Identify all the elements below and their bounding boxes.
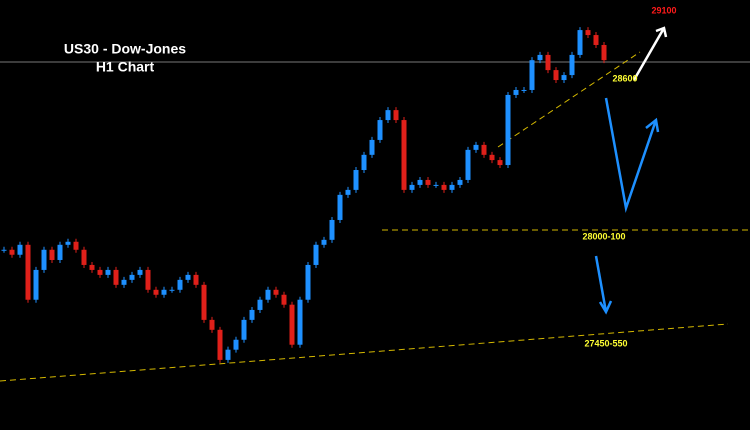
candle xyxy=(281,294,287,305)
candle xyxy=(433,184,439,186)
candle xyxy=(201,284,207,320)
candle xyxy=(105,269,111,275)
candle xyxy=(409,184,415,190)
candle xyxy=(569,54,575,76)
candle xyxy=(289,304,295,345)
candle xyxy=(561,75,567,81)
candle xyxy=(129,274,135,280)
candle xyxy=(577,30,583,55)
candle xyxy=(505,94,511,166)
annotation: 28600 xyxy=(612,73,637,83)
candle xyxy=(65,241,71,245)
candle xyxy=(585,30,591,36)
candle xyxy=(225,349,231,360)
candle xyxy=(9,249,15,255)
candle xyxy=(161,289,167,295)
candle xyxy=(25,244,31,300)
candle xyxy=(601,44,607,61)
candle xyxy=(137,269,143,275)
candle xyxy=(1,249,7,251)
chart-title: US30 - Dow-Jones xyxy=(64,41,186,57)
candle xyxy=(169,289,175,291)
candle xyxy=(369,139,375,155)
candle xyxy=(17,244,23,255)
candle xyxy=(177,279,183,290)
candle xyxy=(401,120,407,190)
candle xyxy=(89,264,95,270)
candle xyxy=(233,339,239,350)
candle xyxy=(481,144,487,155)
candle xyxy=(537,54,543,61)
annotation: 27450-550 xyxy=(584,338,627,348)
candle xyxy=(385,110,391,121)
candle xyxy=(337,194,343,220)
candle xyxy=(153,289,159,295)
chart-subtitle: H1 Chart xyxy=(96,59,155,75)
candle xyxy=(209,319,215,330)
candle xyxy=(249,309,255,320)
candle xyxy=(473,144,479,150)
candle xyxy=(513,89,519,95)
trend-line xyxy=(497,51,641,148)
candle xyxy=(121,279,127,285)
candle xyxy=(217,329,223,360)
candle xyxy=(257,299,263,310)
candle xyxy=(185,274,191,280)
candle xyxy=(593,35,599,45)
arrows xyxy=(594,26,668,315)
candle xyxy=(305,264,311,300)
candle xyxy=(49,249,55,260)
candle xyxy=(457,179,463,185)
annotation: 29100 xyxy=(651,5,676,15)
candle xyxy=(33,269,39,300)
candle xyxy=(145,269,151,290)
trend-line xyxy=(0,323,729,382)
candle xyxy=(57,244,63,260)
candle xyxy=(41,249,47,270)
candle xyxy=(425,179,431,185)
candle xyxy=(489,154,495,161)
candle xyxy=(393,110,399,121)
candle xyxy=(353,170,359,190)
candle xyxy=(113,269,119,285)
candle xyxy=(521,89,527,91)
candle xyxy=(297,299,303,345)
candle xyxy=(81,249,87,265)
candle xyxy=(417,179,423,185)
candle xyxy=(73,241,79,250)
candle xyxy=(193,274,199,285)
candle xyxy=(241,319,247,340)
candle xyxy=(265,289,271,300)
candle xyxy=(97,269,103,275)
candle xyxy=(441,184,447,190)
candle xyxy=(553,70,559,81)
annotation: 28000-100 xyxy=(582,231,625,241)
candle xyxy=(529,60,535,90)
candle xyxy=(321,239,327,245)
candle xyxy=(497,160,503,166)
candle xyxy=(273,289,279,295)
candle xyxy=(345,189,351,195)
candle xyxy=(313,244,319,265)
candle xyxy=(545,54,551,71)
candle xyxy=(449,184,455,190)
candle xyxy=(377,120,383,140)
candle xyxy=(329,219,335,240)
candle xyxy=(361,154,367,171)
candle xyxy=(465,149,471,180)
